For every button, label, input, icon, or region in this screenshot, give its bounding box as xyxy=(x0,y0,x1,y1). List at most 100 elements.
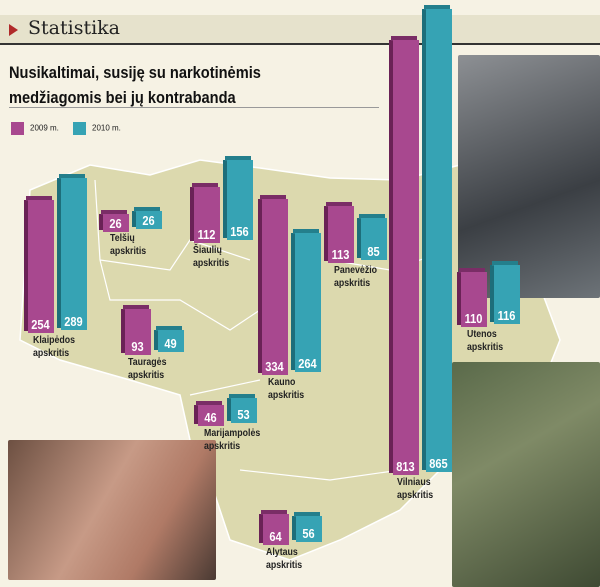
legend-2009: 2009 m. xyxy=(11,122,59,135)
bar-face xyxy=(361,218,387,260)
legend-swatch-2010 xyxy=(73,122,86,135)
bar-face xyxy=(158,329,184,352)
region-label: Marijampolės apskritis xyxy=(204,427,260,453)
region-label: Vilniaus apskritis xyxy=(397,476,433,502)
bar-side xyxy=(57,177,62,328)
region-suffix: apskritis xyxy=(33,348,70,359)
bar-face xyxy=(295,233,321,372)
photo-syringes-in-tree xyxy=(452,362,600,587)
bar-top xyxy=(294,511,320,517)
bar-2009: 64 xyxy=(259,510,289,545)
bar-face xyxy=(263,514,289,545)
bar-2009: 113 xyxy=(324,201,354,263)
region-label: Kauno apskritis xyxy=(268,376,304,402)
bar-2010: 56 xyxy=(292,511,322,542)
bar-side xyxy=(194,405,199,424)
data-label: 116 xyxy=(497,307,516,323)
region-label: Panevėžio apskritis xyxy=(334,264,377,290)
data-label: 56 xyxy=(302,525,315,541)
bar-side xyxy=(490,265,495,322)
bar-side xyxy=(190,186,195,241)
region-label: Telšių apskritis xyxy=(110,232,146,258)
bar-2010: 156 xyxy=(223,155,253,240)
bar-2010: 53 xyxy=(227,394,257,423)
bar-2010: 865 xyxy=(422,4,452,472)
bar-2010: 264 xyxy=(291,229,321,372)
bar-face xyxy=(231,398,257,423)
region-suffix: apskritis xyxy=(268,390,305,401)
bar-side xyxy=(154,329,159,350)
bar-2009: 112 xyxy=(190,182,220,243)
region-name: Kauno xyxy=(268,377,296,388)
bar-face xyxy=(28,199,54,333)
region-name: Klaipėdos xyxy=(33,335,76,346)
data-label: 865 xyxy=(429,455,448,471)
data-label: 26 xyxy=(109,216,122,231)
legend-label: 2009 m. xyxy=(30,123,59,133)
bar-2009: 46 xyxy=(194,401,224,426)
photo-men-with-syringes xyxy=(458,55,600,298)
bar-face xyxy=(393,39,419,475)
bar-side xyxy=(292,515,297,540)
data-label: 156 xyxy=(230,223,249,239)
bar-face xyxy=(103,214,129,232)
bar-top xyxy=(260,194,286,200)
bar-top xyxy=(293,229,319,235)
data-label: 64 xyxy=(269,528,282,544)
bar-top xyxy=(123,304,149,310)
bar-top xyxy=(196,401,222,407)
bar-top xyxy=(459,267,485,273)
region-suffix: apskritis xyxy=(193,258,230,269)
bar-top xyxy=(101,210,127,215)
region-name: Alytaus xyxy=(266,547,298,558)
region-label: Klaipėdos apskritis xyxy=(33,334,75,360)
region-name: Telšių xyxy=(110,233,135,244)
bar-face xyxy=(426,8,452,472)
data-label: 264 xyxy=(298,355,317,371)
bar-top xyxy=(492,261,518,267)
region-suffix: apskritis xyxy=(334,278,371,289)
region-name: Utenos xyxy=(467,329,497,340)
bar-face xyxy=(125,308,151,355)
data-label: 93 xyxy=(131,338,144,354)
bar-top xyxy=(192,182,218,188)
bar-side xyxy=(121,308,126,353)
bar-side xyxy=(259,514,264,543)
bar-2010: 26 xyxy=(132,207,162,229)
bar-side xyxy=(132,211,137,227)
legend-2010: 2010 m. xyxy=(73,122,121,135)
data-label: 110 xyxy=(464,310,483,326)
bar-side xyxy=(99,214,104,230)
bar-2009: 334 xyxy=(258,194,288,375)
bar-2009: 26 xyxy=(99,210,129,232)
region-label: Šiaulių apskritis xyxy=(193,244,229,270)
bar-side xyxy=(223,159,228,238)
region-suffix: apskritis xyxy=(128,370,165,381)
bar-side xyxy=(389,39,394,473)
region-label: Alytaus apskritis xyxy=(266,546,302,572)
data-label: 26 xyxy=(142,213,155,228)
bar-2010: 116 xyxy=(490,261,520,324)
bar-side xyxy=(422,8,427,470)
bar-side xyxy=(324,205,329,261)
legend-label: 2010 m. xyxy=(92,123,121,133)
bar-face xyxy=(198,405,224,426)
divider xyxy=(9,107,379,108)
bar-face xyxy=(461,271,487,327)
bar-face xyxy=(262,198,288,375)
bar-top xyxy=(326,201,352,207)
data-label: 254 xyxy=(31,316,50,332)
bar-2009: 110 xyxy=(457,267,487,327)
region-label: Utenos apskritis xyxy=(467,328,503,354)
data-label: 53 xyxy=(237,406,250,422)
bar-top xyxy=(134,207,160,212)
bar-face xyxy=(296,515,322,542)
bar-side xyxy=(258,198,263,373)
data-label: 46 xyxy=(204,409,217,425)
section-title: Statistika xyxy=(28,17,120,39)
bar-top xyxy=(225,155,251,161)
region-suffix: apskritis xyxy=(266,560,303,571)
bar-face xyxy=(194,186,220,243)
region-suffix: apskritis xyxy=(110,246,147,257)
bar-face xyxy=(61,177,87,330)
